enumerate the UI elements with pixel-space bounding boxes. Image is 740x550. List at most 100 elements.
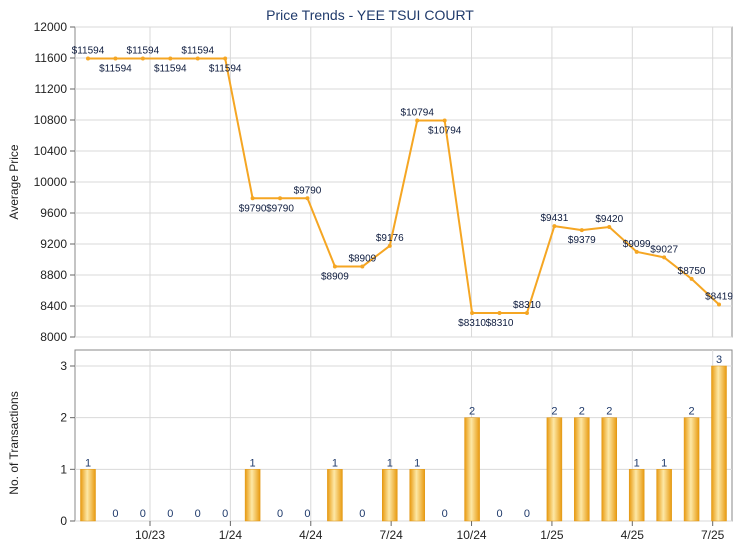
price-data-label: $8310: [486, 318, 514, 329]
price-point: [470, 310, 475, 315]
price-data-label: $8419: [705, 292, 733, 303]
price-point: [662, 255, 667, 260]
price-point: [442, 118, 447, 123]
volume-bar: [656, 469, 672, 522]
volume-data-label: 1: [634, 457, 640, 469]
price-y-tick-label: 8000: [40, 330, 67, 344]
volume-bar: [80, 469, 96, 522]
price-point: [607, 224, 612, 229]
volume-data-label: 1: [250, 457, 256, 469]
price-y-tick-label: 10000: [34, 175, 68, 189]
volume-data-label: 0: [140, 508, 146, 520]
price-y-axis-title: Average Price: [7, 144, 21, 219]
x-tick-label: 1/24: [219, 528, 243, 542]
price-point: [689, 276, 694, 281]
volume-data-label: 2: [469, 406, 475, 418]
price-point: [360, 264, 365, 269]
price-data-label: $8909: [348, 254, 376, 265]
price-point: [717, 302, 721, 307]
volume-data-label: 0: [524, 508, 530, 520]
price-panel: 8000 8400 8800 9200 9600 10000 10400 10800 11200…: [34, 20, 734, 344]
volume-data-label: 2: [606, 406, 612, 418]
x-tick-label: 4/25: [621, 528, 645, 542]
price-data-label: $9790: [266, 203, 294, 214]
price-data-label: $9790: [294, 185, 322, 196]
price-y-tick-label: 11600: [35, 51, 68, 65]
volume-y-tick-label: 2: [60, 411, 67, 425]
price-point: [415, 118, 420, 123]
volume-data-label: 1: [332, 457, 338, 469]
price-point: [552, 224, 557, 229]
x-tick-label: 10/24: [457, 528, 487, 542]
price-series-line: [88, 57, 720, 314]
volume-y-tick-label: 3: [60, 359, 67, 373]
price-point: [195, 56, 200, 61]
volume-data-label: 0: [359, 508, 365, 520]
volume-data-label: 1: [661, 457, 667, 469]
price-point: [223, 56, 228, 61]
price-data-label: $11594: [127, 45, 160, 56]
price-point: [250, 196, 255, 201]
price-point: [497, 310, 502, 315]
price-point: [332, 264, 337, 269]
volume-data-label: 0: [195, 508, 201, 520]
price-data-label: $9790: [239, 203, 267, 214]
price-data-label: $9099: [623, 239, 651, 250]
price-y-tick-label: 10800: [34, 113, 68, 127]
price-data-label: $11594: [72, 45, 105, 56]
price-point: [579, 228, 584, 233]
volume-bar: [464, 417, 480, 522]
volume-bar: [574, 417, 590, 522]
price-data-label: $9431: [540, 213, 568, 224]
price-point: [305, 196, 310, 201]
volume-y-axis-title: No. of Transactions: [7, 391, 21, 494]
chart-title: Price Trends - YEE TSUI COURT: [266, 7, 474, 23]
price-data-label: $9379: [568, 235, 596, 246]
price-data-label: $11594: [99, 63, 132, 74]
volume-data-label: 0: [442, 508, 448, 520]
volume-bar: [683, 417, 700, 522]
volume-bar: [382, 469, 398, 522]
volume-bar: [628, 469, 645, 522]
price-y-tick-label: 10400: [34, 144, 68, 158]
volume-data-label: 0: [222, 508, 228, 520]
x-tick-label: 7/24: [379, 528, 403, 542]
volume-y-tick-label: 1: [60, 462, 67, 476]
x-tick-label: 4/24: [299, 528, 323, 542]
price-data-label: $9176: [376, 233, 404, 244]
volume-data-label: 0: [277, 508, 283, 520]
price-data-label: $9420: [595, 214, 623, 225]
price-data-label: $10794: [401, 107, 435, 118]
volume-data-label: 2: [551, 406, 557, 418]
volume-data-label: 0: [112, 508, 118, 520]
volume-data-label: 1: [85, 457, 91, 469]
x-tick-label: 7/25: [701, 528, 725, 542]
volume-data-label: 3: [716, 354, 722, 366]
volume-y-tick-label: 0: [60, 514, 67, 528]
volume-data-label: 0: [167, 508, 173, 520]
price-point: [168, 56, 173, 61]
volume-bar: [711, 365, 727, 522]
price-y-tick-label: 11200: [35, 82, 68, 96]
volume-bar: [327, 469, 343, 522]
volume-data-label: 1: [387, 457, 393, 469]
price-point: [278, 196, 283, 201]
volume-bar: [546, 417, 563, 522]
price-data-label: $8310: [513, 300, 541, 311]
x-tick-label: 1/25: [540, 528, 564, 542]
x-tick-label: 10/23: [135, 528, 165, 542]
price-point: [140, 56, 145, 61]
price-point: [113, 56, 118, 61]
volume-data-label: 2: [579, 406, 585, 418]
volume-panel: 0 1 2 3 10/23 1/24 4/24 7/24 10/24 1/25 4/25 7/25 1 0…: [60, 349, 733, 542]
volume-bar: [244, 469, 261, 522]
price-data-label: $8310: [458, 318, 486, 329]
price-data-label: $11594: [209, 63, 242, 74]
volume-plot-area: [74, 349, 733, 522]
volume-data-label: 1: [414, 457, 420, 469]
price-data-label: $11594: [154, 63, 187, 74]
price-data-label: $8750: [678, 266, 706, 277]
price-point: [524, 310, 529, 315]
price-y-tick-label: 8800: [40, 268, 67, 282]
